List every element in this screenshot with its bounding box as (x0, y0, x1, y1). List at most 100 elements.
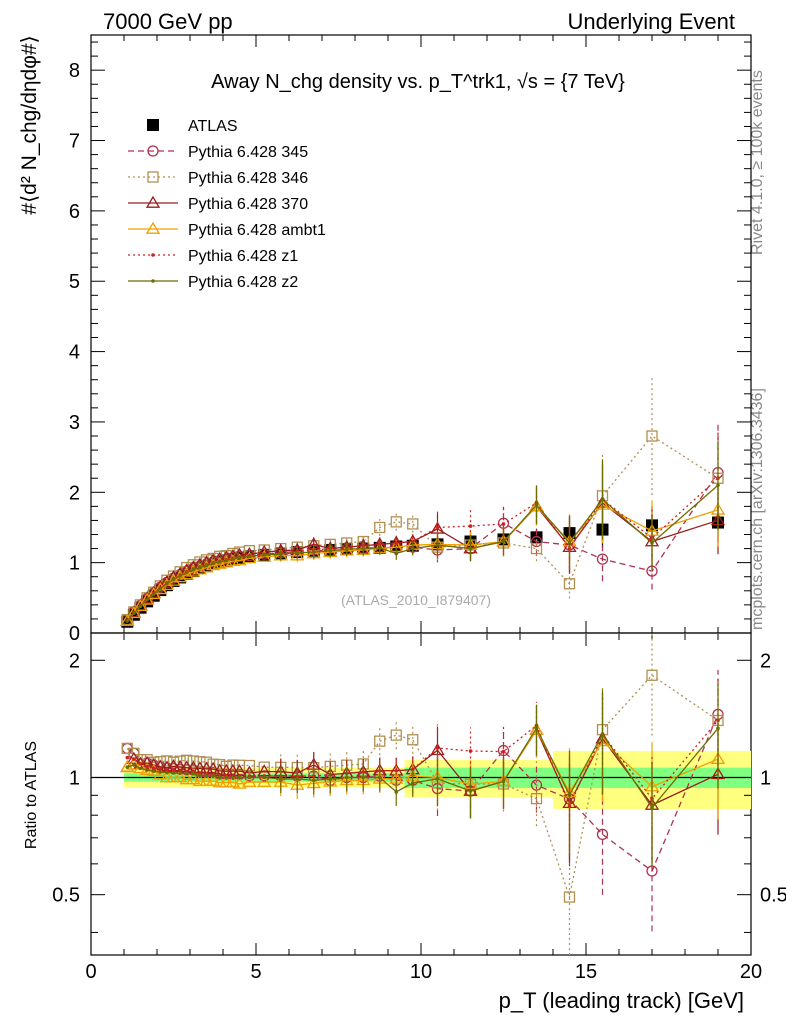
y-tick-label: 8 (69, 60, 80, 82)
ratio-point (390, 729, 402, 741)
data-point (344, 547, 349, 552)
data-point (138, 604, 143, 609)
data-point (133, 598, 148, 612)
legend-marker (147, 145, 159, 157)
data-point (530, 535, 543, 548)
data-point (290, 548, 305, 561)
ratio-point (174, 755, 186, 767)
ratio-point (126, 757, 142, 770)
y-tick-label: 6 (69, 201, 80, 223)
data-point (224, 558, 229, 563)
data-point (257, 549, 272, 562)
chart-title: Away N_chg density vs. p_T^trk1, √s = {7… (211, 71, 625, 93)
data-point (120, 613, 135, 626)
ratio-tick-label: 1 (69, 767, 80, 789)
legend-label: Pythia 6.428 370 (188, 196, 308, 213)
ratio-point (247, 775, 252, 780)
ratio-point (125, 755, 130, 760)
legend-label: Pythia 6.428 ambt1 (188, 222, 326, 239)
x-tick-label: 10 (410, 961, 432, 983)
ratio-point (178, 771, 182, 776)
legend: ATLAS Pythia 6.428 345 Pythia 6.428 346 Pyt… (128, 118, 326, 291)
ratio-point (243, 759, 256, 772)
data-point (468, 524, 473, 528)
watermark: (ATLAS_2010_I879407) (341, 592, 491, 608)
data-point (501, 522, 506, 526)
data-point (158, 586, 163, 591)
ratio-point (153, 767, 168, 780)
y-axis-label: #⟨d² N_chg/dηdφ#⟩ (18, 35, 41, 214)
legend-marker (147, 119, 159, 131)
data-point (198, 565, 202, 570)
data-point (232, 553, 247, 566)
data-point (262, 553, 267, 557)
ratio-point (328, 777, 333, 781)
series-1 (121, 424, 724, 932)
ratio-point (278, 777, 283, 781)
ratio-point (501, 779, 506, 784)
ratio-point (145, 764, 149, 769)
ratio-point (204, 773, 209, 778)
data-point (410, 539, 415, 544)
data-point (410, 546, 415, 551)
ratio-point (181, 754, 193, 766)
data-point (563, 578, 576, 590)
ratio-axis-label: Ratio to ATLAS (23, 741, 40, 849)
ratio-tick-label: 0.5 (52, 885, 80, 907)
ratio-point (650, 805, 654, 810)
data-point (530, 542, 543, 555)
legend-marker (151, 253, 155, 257)
ratio-point (224, 775, 229, 780)
data-point (394, 541, 399, 545)
ratio-point (138, 766, 143, 771)
x-tick-label: 20 (740, 961, 762, 983)
ratio-point (567, 793, 572, 797)
data-point (374, 521, 386, 534)
data-point (217, 560, 222, 564)
y-tick-label: 1 (69, 553, 80, 575)
ratio-point (172, 770, 188, 783)
header-left: 7000 GeV pp (103, 9, 233, 34)
data-point (468, 546, 473, 551)
ratio-point (600, 732, 605, 736)
ratio-point (410, 781, 415, 785)
ratio-point (145, 768, 149, 772)
ratio-point (237, 775, 242, 780)
y-tick-label: 7 (69, 131, 80, 153)
ratio-point (468, 789, 473, 793)
ratio-point (394, 790, 399, 794)
data-point (716, 483, 720, 488)
data-point (407, 518, 419, 530)
ratio-point (171, 771, 176, 775)
ratio-tick-label: 2 (69, 650, 80, 672)
ratio-point (716, 726, 720, 731)
data-point (435, 543, 440, 547)
x-axis-label: p_T (leading track) [GeV] (499, 988, 744, 1013)
ratio-point (125, 765, 130, 770)
data-point (165, 581, 169, 586)
data-point (145, 598, 149, 602)
y-tick-label: 4 (69, 342, 80, 364)
data-point (126, 606, 142, 619)
ratio-point (165, 770, 169, 775)
legend-label: Pythia 6.428 345 (188, 144, 308, 161)
ratio-point (646, 669, 658, 681)
ratio-point (596, 828, 609, 841)
data-point (567, 541, 572, 545)
ratio-point (242, 774, 257, 788)
y-tick-label: 0 (69, 623, 80, 645)
data-point (166, 573, 181, 586)
x-tick-label: 5 (250, 961, 261, 983)
ratio-point (410, 767, 415, 772)
ratio-point (194, 756, 206, 768)
ratio-tick-label-right: 1 (760, 767, 771, 789)
x-tick-label: 0 (85, 961, 96, 983)
data-point (132, 611, 136, 616)
legend-marker (147, 171, 159, 183)
ratio-point (211, 773, 215, 778)
ratio-point (394, 768, 399, 773)
legend-label: Pythia 6.428 346 (188, 170, 308, 187)
ratio-point (232, 776, 247, 789)
data-point (178, 574, 182, 578)
ratio-point (530, 792, 543, 805)
